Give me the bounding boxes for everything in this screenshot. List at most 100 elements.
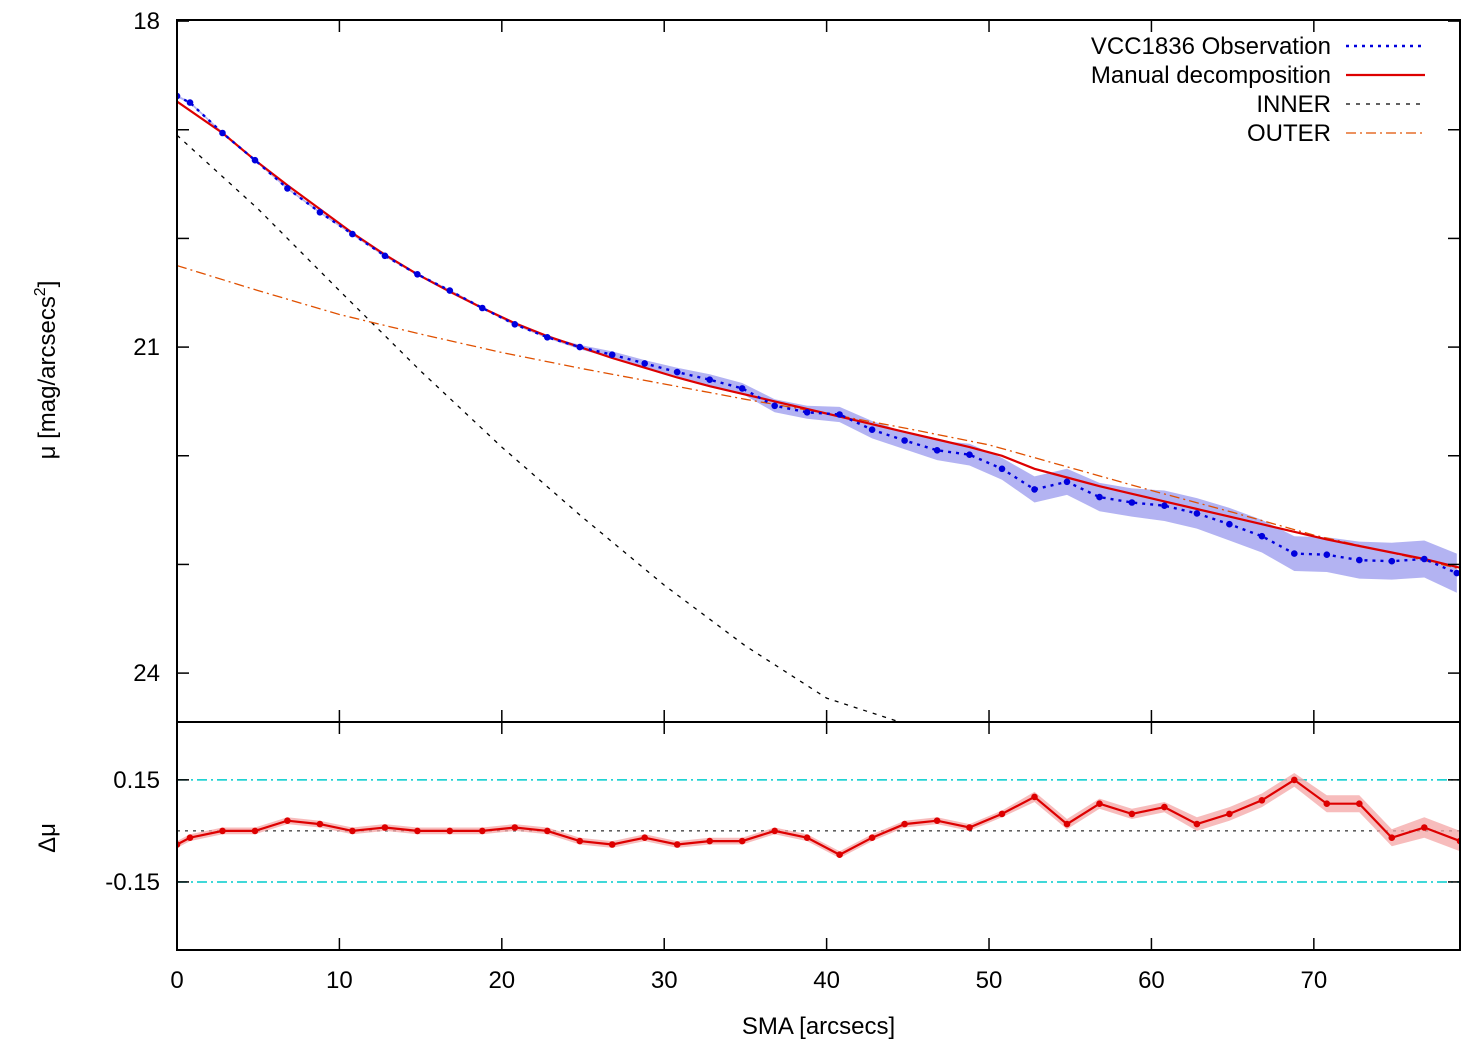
residual-point [1031, 793, 1038, 801]
observation-point [316, 209, 324, 216]
x-tick-label: 40 [813, 967, 840, 994]
observation-point [576, 343, 584, 351]
residual-point [1226, 810, 1233, 818]
observation-point [284, 185, 291, 192]
residual-point [1356, 800, 1363, 807]
observation-point [1323, 551, 1331, 558]
residual-point [738, 837, 746, 845]
observation-point [966, 451, 973, 459]
residual-point [803, 834, 811, 841]
observation-point [901, 437, 908, 444]
legend-label-observation: VCC1836 Observation [1091, 33, 1331, 60]
observation-point [641, 360, 648, 367]
residual-point [349, 827, 356, 835]
residual-point [1128, 810, 1136, 818]
upper-y-axis-label: μ [mag/arcsecs2] [32, 281, 61, 460]
residual-point [641, 834, 648, 841]
observation-point [803, 409, 811, 416]
observation-point [414, 271, 421, 278]
residual-point [1421, 824, 1428, 831]
residual-point [511, 824, 519, 831]
observation-point [1161, 502, 1168, 510]
x-tick-label: 20 [488, 967, 515, 994]
residual-point [1258, 797, 1266, 804]
residual-point [901, 820, 908, 828]
residual-point [381, 824, 389, 831]
observation-point [1356, 556, 1363, 564]
observation-point [673, 368, 681, 376]
x-axis-label: SMA [arcsecs] [742, 1013, 895, 1040]
residual-point [479, 827, 486, 835]
residual-point [446, 827, 454, 835]
residual-point [284, 817, 291, 824]
legend-label-inner: INNER [1256, 91, 1331, 118]
residual-point [251, 827, 259, 835]
decomposition-model-line [177, 100, 1460, 569]
y-tick-label: 18 [133, 8, 160, 35]
observation-line [177, 95, 1458, 575]
observation-point [998, 465, 1006, 473]
observation-point [446, 287, 454, 294]
observation-point [349, 230, 356, 238]
residual-point [966, 824, 973, 831]
residual-point [1063, 820, 1071, 828]
residual-point [998, 810, 1006, 818]
residual-point [544, 827, 551, 835]
observation-point [1291, 550, 1298, 557]
residual-point [608, 841, 616, 848]
lower-y-axis-label: Δμ [34, 823, 61, 853]
residual-point [186, 834, 194, 841]
observation-point [381, 252, 389, 260]
observation-point [1453, 569, 1460, 577]
legend-label-outer: OUTER [1247, 120, 1331, 147]
inner-component-line [177, 134, 900, 722]
observation-point [479, 304, 486, 312]
observation-point [706, 376, 713, 384]
observation-point [1096, 493, 1103, 501]
x-tick-label: 50 [976, 967, 1003, 994]
x-tick-label: 30 [651, 967, 678, 994]
observation-point [1063, 478, 1071, 486]
lower-plot-frame [176, 721, 1461, 951]
x-tick-label: 70 [1300, 967, 1327, 994]
observation-point [511, 321, 519, 328]
residual-point [219, 827, 226, 835]
y-tick-label: -0.15 [105, 869, 160, 896]
x-tick-label: 0 [170, 967, 183, 994]
observation-point [836, 411, 843, 418]
observation-point [219, 129, 226, 137]
residual-point [868, 834, 876, 841]
residual-point [576, 837, 584, 845]
observation-point [1258, 532, 1266, 540]
legend-label-decomposition: Manual decomposition [1091, 62, 1331, 89]
observation-point [608, 351, 616, 359]
observation-point [1388, 557, 1396, 565]
residual-point [1193, 820, 1201, 828]
observation-point [933, 447, 941, 454]
residual-point [1388, 834, 1396, 841]
observation-point [1226, 520, 1233, 528]
residual-point [1096, 800, 1103, 807]
residual-point [316, 820, 324, 828]
observation-point [544, 334, 551, 341]
residual-point [933, 817, 941, 824]
observation-point [868, 426, 876, 434]
residual-point [1161, 803, 1168, 811]
residual-error-band [177, 773, 1460, 859]
residual-point [771, 827, 778, 835]
x-tick-label: 60 [1138, 967, 1165, 994]
residual-point [414, 827, 421, 835]
observation-error-band [177, 95, 1457, 593]
residual-point [673, 841, 681, 848]
y-tick-label: 0.15 [113, 767, 160, 794]
observation-point [186, 99, 194, 106]
observation-point [738, 385, 746, 392]
x-tick-label: 10 [326, 967, 353, 994]
observation-point [251, 156, 259, 164]
residual-point [706, 837, 713, 845]
y-tick-label: 24 [133, 660, 160, 687]
y-tick-label: 21 [133, 334, 160, 361]
residual-point [836, 851, 843, 858]
